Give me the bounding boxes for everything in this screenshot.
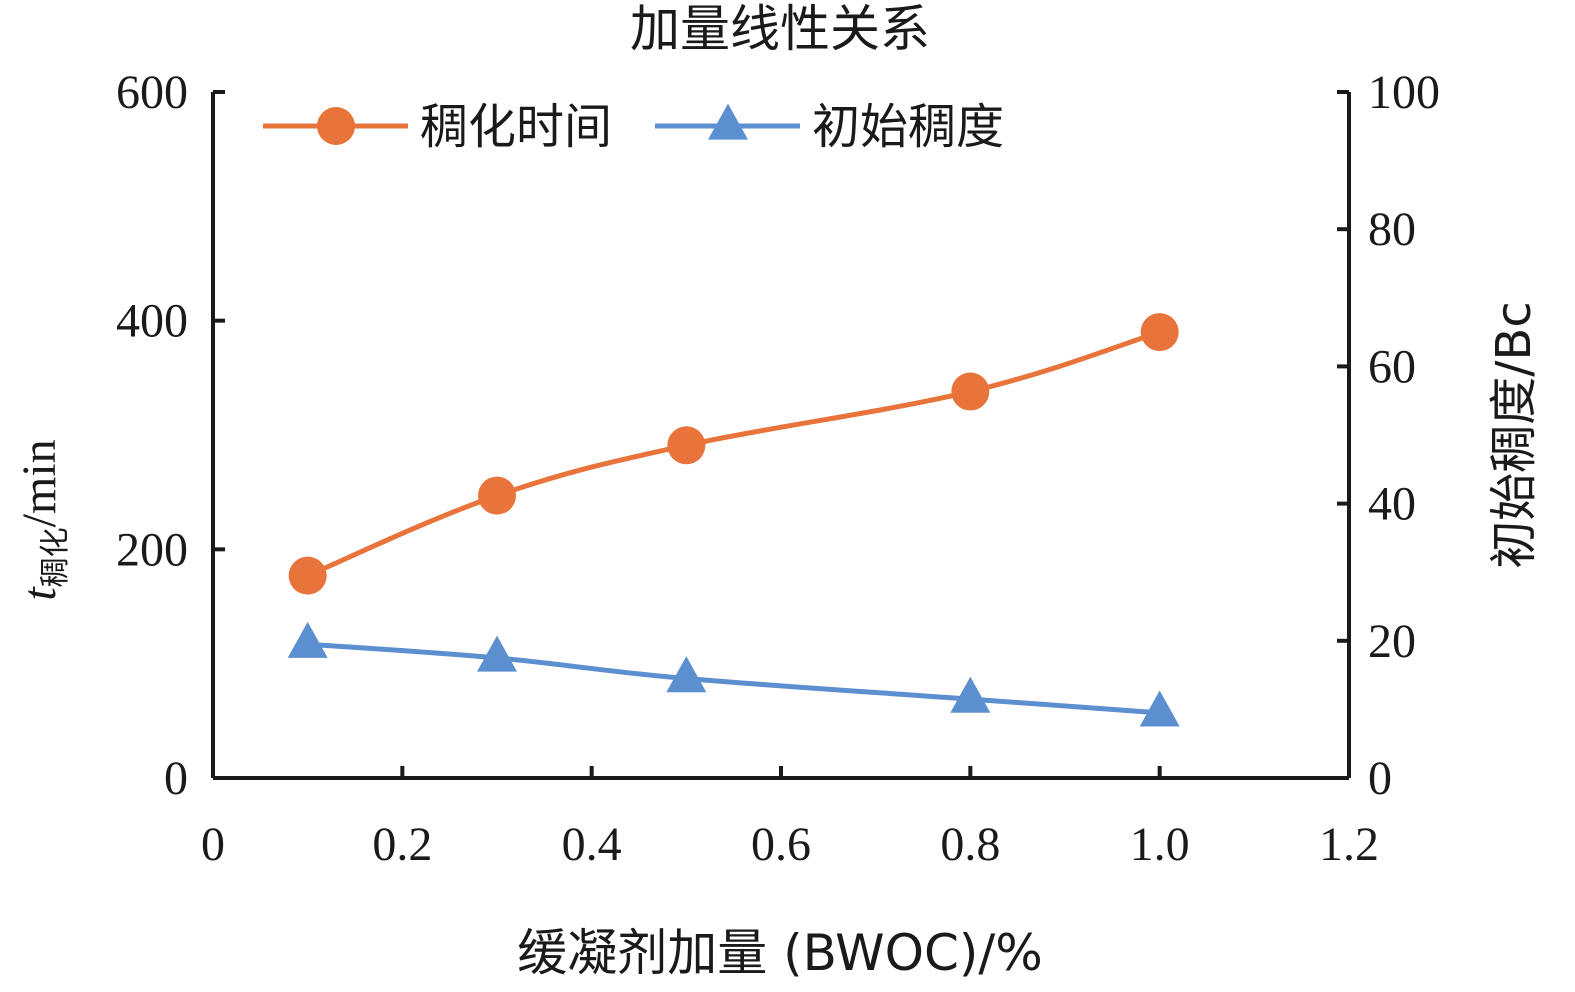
x-tick-label: 0 [201,818,225,871]
x-tick-label: 1.2 [1319,818,1379,871]
series-2-point [950,676,991,713]
x-tick-label: 0.2 [372,818,432,871]
y2-tick-label: 60 [1368,340,1416,393]
series-layer [287,313,1180,727]
y2-tick-label: 80 [1368,203,1416,256]
series-1-point [951,372,990,411]
y-tick-label: 0 [164,752,188,805]
y-tick-label: 600 [116,66,188,119]
series-1-point [667,426,706,465]
series-2-point [1139,690,1180,727]
plot-axes: 0 0.2 0.4 0.6 0.8 1.0 1.2 0 200 400 600 0 20 40 60 80 10… [116,66,1440,871]
series-2-point [287,621,328,658]
chart-title: 加量线性关系 [630,0,930,58]
x-tick-label: 0.8 [940,818,1000,871]
legend-marker-2 [708,103,748,140]
x-tick-label: 0.4 [562,818,622,871]
series-line-1 [306,329,1161,578]
x-axis-label: 缓凝剂加量 (BWOC)/% [517,924,1043,982]
y2-tick-label: 0 [1368,752,1392,805]
y2-tick-label: 100 [1368,66,1440,119]
y-axis-label-main: t [13,586,66,601]
series-1-point [1140,313,1179,352]
x-tick-label: 0.6 [751,818,811,871]
y-tick-label: 400 [116,295,188,348]
y-axis-label-unit: /min [13,439,66,527]
y-axis-label: t稠化/min [13,439,73,600]
y2-tick-label: 20 [1368,615,1416,668]
y-axis-label-subscript: 稠化 [38,527,73,587]
y-tick-label: 200 [116,523,188,576]
series-1-point [288,556,327,595]
legend-label-2: 初始稠度 [812,99,1004,155]
series-1-point [478,476,516,515]
legend: 稠化时间 初始稠度 [263,99,1004,155]
series-2-point [477,635,517,672]
y2-axis-label: 初始稠度/Bc [1486,301,1542,569]
legend-label-1: 稠化时间 [420,99,612,155]
series-2-point [666,656,707,693]
x-tick-label: 1.0 [1130,818,1190,871]
y2-tick-label: 40 [1368,478,1416,531]
series-line-2 [307,641,1160,716]
legend-marker-1 [317,107,355,145]
